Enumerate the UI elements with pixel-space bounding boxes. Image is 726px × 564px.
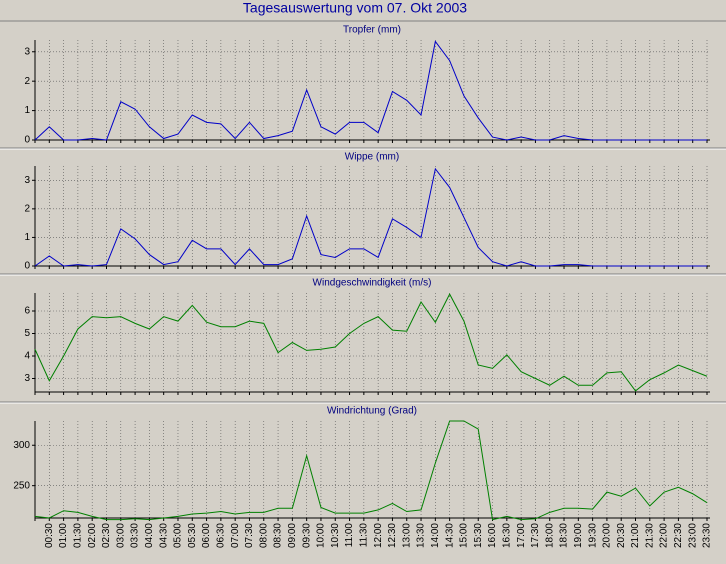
x-tick-label: 22:00 bbox=[659, 523, 670, 548]
y-tick-label: 2 bbox=[24, 76, 30, 87]
x-tick-label: 20:30 bbox=[616, 523, 627, 548]
x-tick-label: 02:30 bbox=[101, 523, 112, 548]
x-tick-label: 21:30 bbox=[644, 523, 655, 548]
y-tick-label: 3 bbox=[24, 175, 30, 186]
y-tick-label: 6 bbox=[24, 306, 30, 317]
data-line bbox=[34, 40, 707, 141]
x-tick-label: 08:00 bbox=[258, 523, 269, 548]
y-tick-label: 5 bbox=[24, 328, 30, 339]
x-tick-label: 15:00 bbox=[459, 523, 470, 548]
x-tick-label: 07:00 bbox=[230, 523, 241, 548]
data-line bbox=[34, 293, 708, 392]
x-tick-label: 03:30 bbox=[130, 523, 141, 548]
x-tick-label: 23:30 bbox=[702, 523, 713, 548]
x-tick-label: 17:00 bbox=[516, 523, 527, 548]
x-tick-label: 05:00 bbox=[173, 523, 184, 548]
x-tick-label: 14:00 bbox=[430, 523, 441, 548]
x-tick-label: 11:00 bbox=[344, 523, 355, 548]
x-tick-label: 20:00 bbox=[602, 523, 613, 548]
x-tick-label: 16:00 bbox=[487, 523, 498, 548]
y-tick-label: 3 bbox=[24, 46, 30, 57]
y-tick-label: 1 bbox=[24, 232, 30, 243]
x-tick-label: 04:00 bbox=[144, 523, 155, 548]
data-line bbox=[34, 167, 707, 267]
page-title: Tagesauswertung vom 07. Okt 2003 bbox=[243, 0, 467, 16]
x-tick-label: 01:00 bbox=[58, 523, 69, 548]
x-tick-label: 22:30 bbox=[673, 523, 684, 548]
x-tick-label: 01:30 bbox=[73, 523, 84, 548]
x-tick-label: 21:00 bbox=[630, 523, 641, 548]
x-tick-label: 16:30 bbox=[501, 523, 512, 548]
y-tick-label: 0 bbox=[24, 135, 30, 146]
x-tick-label: 14:30 bbox=[444, 523, 455, 548]
x-tick-label: 08:30 bbox=[273, 523, 284, 548]
y-tick-label: 300 bbox=[13, 440, 30, 451]
x-tick-label: 19:00 bbox=[573, 523, 584, 548]
y-tick-label: 1 bbox=[24, 105, 30, 116]
x-tick-label: 17:30 bbox=[530, 523, 541, 548]
x-tick-label: 13:00 bbox=[401, 523, 412, 548]
x-tick-label: 10:00 bbox=[316, 523, 327, 548]
x-tick-label: 04:30 bbox=[158, 523, 169, 548]
x-tick-label: 03:00 bbox=[115, 523, 126, 548]
x-tick-label: 06:30 bbox=[216, 523, 227, 548]
panel-title: Tropfer (mm) bbox=[343, 25, 401, 36]
y-tick-label: 0 bbox=[24, 261, 30, 272]
x-tick-label: 13:30 bbox=[416, 523, 427, 548]
x-tick-label: 11:30 bbox=[358, 523, 369, 548]
panel-title: Windrichtung (Grad) bbox=[327, 406, 417, 417]
data-line bbox=[34, 420, 708, 521]
x-tick-label: 19:30 bbox=[587, 523, 598, 548]
panel-title: Wippe (mm) bbox=[345, 152, 399, 163]
y-tick-label: 2 bbox=[24, 203, 30, 214]
x-tick-label: 12:30 bbox=[387, 523, 398, 548]
x-tick-label: 07:30 bbox=[244, 523, 255, 548]
panel-title: Windgeschwindigkeit (m/s) bbox=[313, 278, 432, 289]
y-tick-label: 3 bbox=[24, 373, 30, 384]
x-tick-label: 18:00 bbox=[544, 523, 555, 548]
x-tick-label: 09:00 bbox=[287, 523, 298, 548]
x-tick-label: 06:00 bbox=[201, 523, 212, 548]
x-tick-label: 09:30 bbox=[301, 523, 312, 548]
y-tick-label: 4 bbox=[24, 351, 30, 362]
x-tick-label: 18:30 bbox=[559, 523, 570, 548]
x-tick-label: 15:30 bbox=[473, 523, 484, 548]
x-tick-label: 10:30 bbox=[330, 523, 341, 548]
x-tick-label: 05:30 bbox=[187, 523, 198, 548]
x-tick-label: 02:00 bbox=[87, 523, 98, 548]
y-tick-label: 250 bbox=[13, 480, 30, 491]
x-tick-label: 23:00 bbox=[687, 523, 698, 548]
x-tick-label: 12:00 bbox=[373, 523, 384, 548]
x-tick-label: 00:30 bbox=[44, 523, 55, 548]
